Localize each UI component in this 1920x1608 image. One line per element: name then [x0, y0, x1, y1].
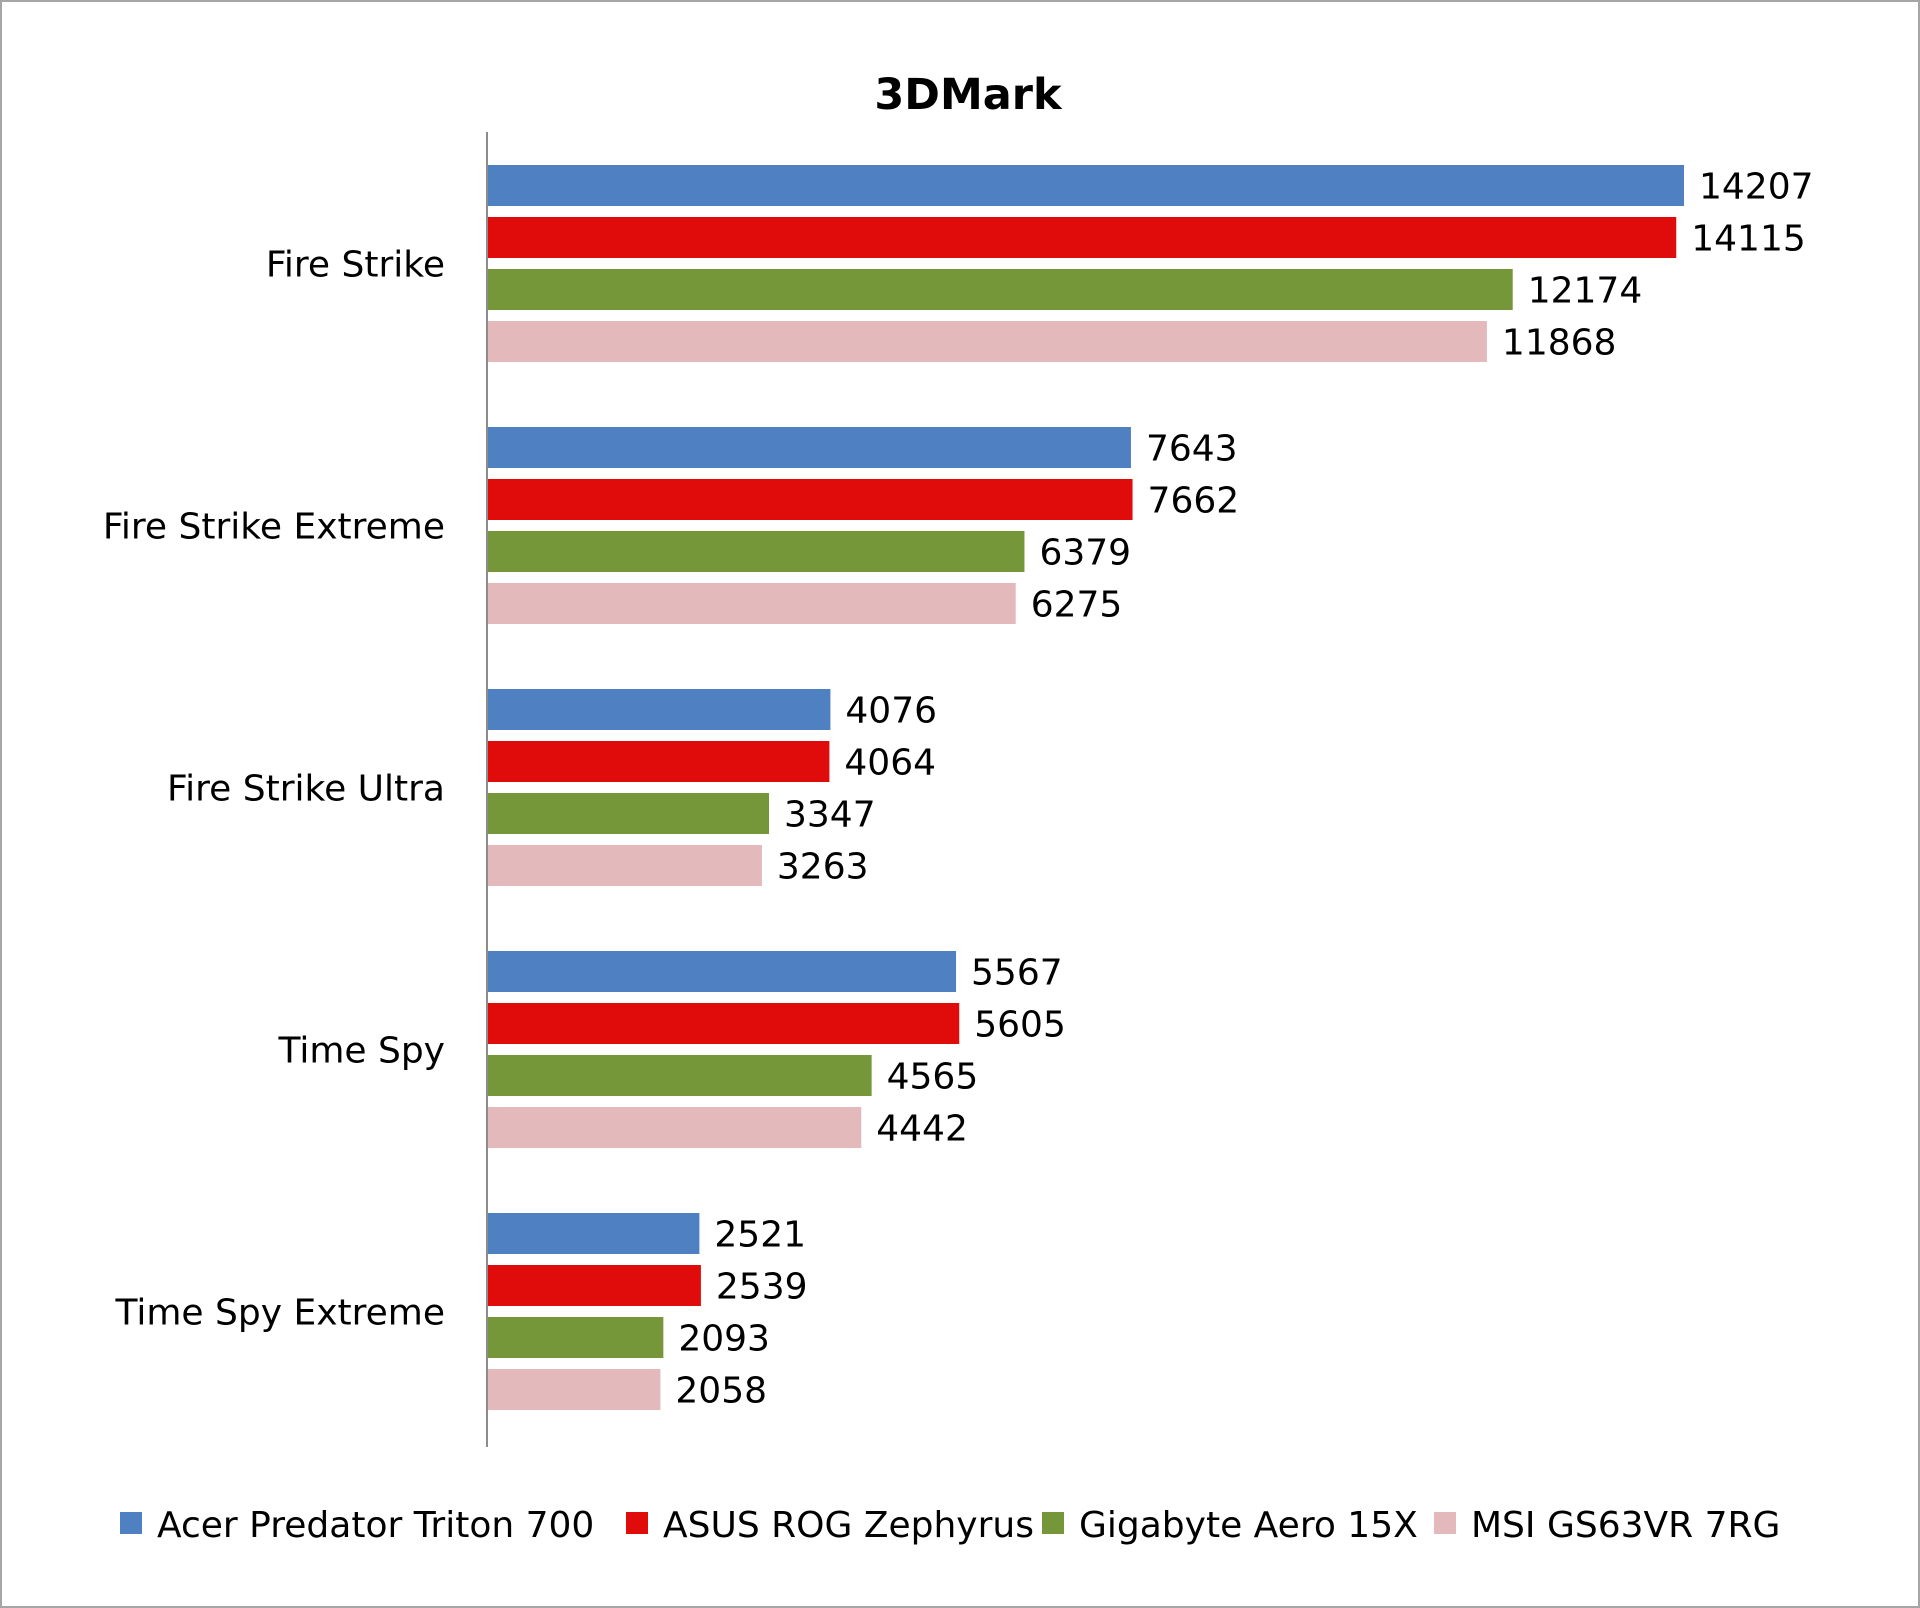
- bar: [487, 479, 1133, 520]
- category-label: Fire Strike: [266, 245, 445, 286]
- legend-label: MSI GS63VR 7RG: [1471, 1505, 1780, 1546]
- data-label: 6379: [1039, 533, 1131, 574]
- legend-swatch: [1434, 1512, 1456, 1534]
- data-label: 4442: [876, 1109, 968, 1150]
- category-label: Fire Strike Extreme: [103, 507, 445, 548]
- data-label: 7662: [1148, 481, 1240, 522]
- data-label: 2093: [678, 1319, 770, 1360]
- data-label: 4064: [844, 743, 936, 784]
- legend-swatch: [626, 1512, 648, 1534]
- data-label: 2539: [716, 1267, 808, 1308]
- bar: [487, 951, 957, 992]
- bar: [487, 1369, 661, 1410]
- legend-swatch: [1042, 1512, 1064, 1534]
- legend-label: ASUS ROG Zephyrus: [663, 1505, 1034, 1546]
- data-label: 2058: [675, 1371, 767, 1412]
- category-label: Time Spy: [277, 1031, 445, 1072]
- legend-swatch: [120, 1512, 142, 1534]
- chart-title: 3DMark: [874, 70, 1063, 120]
- bar: [487, 583, 1016, 624]
- bar: [487, 165, 1684, 206]
- bars-layer: Fire Strike 14207 14115 12174 11868 Fire Stri…: [103, 165, 1814, 1412]
- bar: [487, 793, 769, 834]
- data-label: 7643: [1146, 429, 1238, 470]
- bar: [487, 427, 1131, 468]
- bar: [487, 217, 1677, 258]
- bar: [487, 741, 830, 782]
- bar: [487, 1265, 701, 1306]
- bar: [487, 1107, 862, 1148]
- legend-label: Gigabyte Aero 15X: [1079, 1505, 1418, 1546]
- data-label: 14115: [1691, 219, 1806, 260]
- category-label: Time Spy Extreme: [114, 1293, 445, 1334]
- bar: [487, 1055, 872, 1096]
- data-label: 2521: [714, 1215, 806, 1256]
- data-label: 5567: [971, 953, 1063, 994]
- bar: [487, 1213, 700, 1254]
- data-label: 11868: [1502, 323, 1617, 364]
- bar: [487, 845, 762, 886]
- legend: Acer Predator Triton 700 ASUS ROG Zephyru…: [120, 1505, 1780, 1546]
- data-label: 6275: [1031, 585, 1123, 626]
- legend-label: Acer Predator Triton 700: [157, 1505, 594, 1546]
- bar: [487, 1003, 960, 1044]
- category-label: Fire Strike Ultra: [167, 769, 445, 810]
- data-label: 3347: [784, 795, 876, 836]
- data-label: 3263: [777, 847, 869, 888]
- data-label: 12174: [1528, 271, 1643, 312]
- bar: [487, 269, 1513, 310]
- data-label: 5605: [974, 1005, 1066, 1046]
- bar: [487, 531, 1025, 572]
- bar: [487, 1317, 664, 1358]
- data-label: 14207: [1699, 167, 1814, 208]
- bar: [487, 689, 831, 730]
- bar: [487, 321, 1487, 362]
- data-label: 4565: [887, 1057, 979, 1098]
- data-label: 4076: [845, 691, 937, 732]
